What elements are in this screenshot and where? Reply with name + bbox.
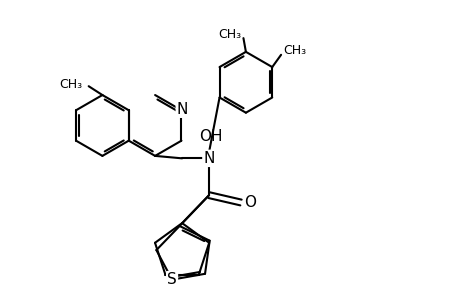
Text: CH₃: CH₃ [60,78,83,91]
Text: N: N [203,151,214,166]
Text: O: O [243,195,255,210]
Text: CH₃: CH₃ [283,44,306,57]
Text: CH₃: CH₃ [218,28,241,41]
Text: N: N [176,102,188,117]
Text: OH: OH [198,129,222,144]
Text: S: S [167,272,177,287]
